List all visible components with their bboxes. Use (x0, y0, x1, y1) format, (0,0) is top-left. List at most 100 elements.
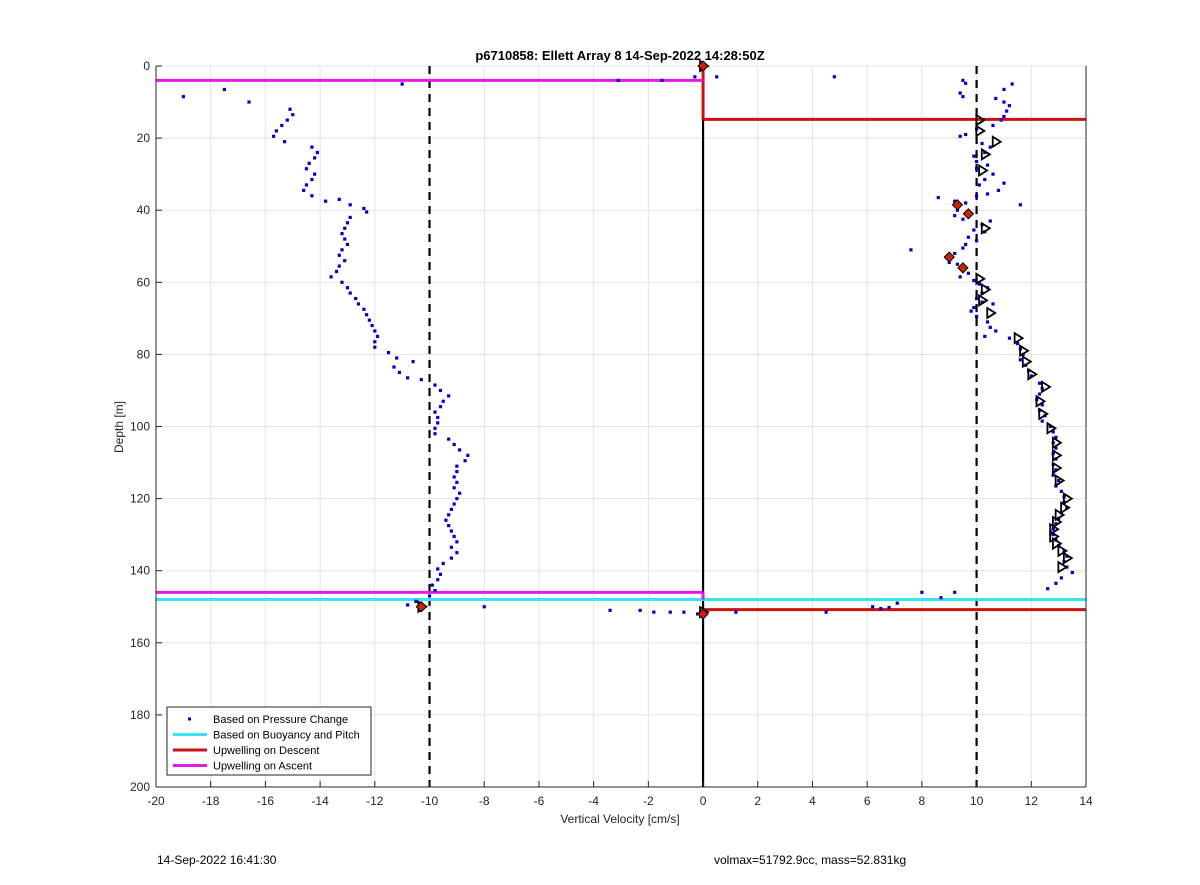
data-point (1018, 203, 1022, 207)
diamond-marker (951, 199, 964, 211)
data-point (452, 502, 456, 506)
data-point (433, 383, 437, 387)
data-point (991, 302, 995, 306)
data-point (455, 464, 459, 468)
triangle-marker (1052, 461, 1063, 475)
data-point (458, 491, 462, 495)
data-point (340, 232, 344, 236)
data-point (441, 561, 445, 566)
x-tick-label: -2 (643, 794, 654, 808)
data-point (310, 145, 314, 149)
data-point (974, 239, 979, 243)
data-point (373, 340, 377, 344)
data-point (441, 399, 445, 403)
x-tick-label: 14 (1079, 794, 1093, 808)
data-point (1059, 576, 1063, 580)
data-point (668, 610, 672, 614)
data-point (977, 183, 981, 187)
data-point (395, 356, 399, 360)
data-point (356, 302, 361, 306)
data-point (307, 161, 311, 165)
data-point (447, 437, 451, 441)
footer-timestamp: 14-Sep-2022 16:41:30 (157, 853, 277, 867)
triangle-marker (1027, 367, 1038, 381)
triangle-marker (1013, 331, 1025, 345)
data-point (438, 405, 443, 409)
data-point (1054, 435, 1058, 439)
data-point (958, 134, 962, 138)
x-tick-label: -18 (202, 794, 220, 808)
data-point (652, 610, 656, 614)
data-point (693, 75, 697, 79)
triangle-marker (1054, 473, 1066, 488)
data-point (985, 192, 990, 196)
data-point (961, 78, 965, 83)
data-point (988, 325, 992, 329)
diamond-marker (962, 208, 975, 220)
data-point (433, 588, 437, 593)
data-point (966, 271, 970, 275)
data-point (436, 421, 440, 425)
data-point (272, 134, 276, 138)
data-point (370, 323, 374, 328)
data-point (365, 313, 369, 317)
data-point (936, 195, 940, 200)
data-point (1051, 527, 1055, 531)
triangle-marker (978, 293, 989, 307)
data-point (304, 183, 309, 187)
data-point (291, 113, 295, 117)
data-point (455, 469, 459, 474)
data-point (400, 82, 404, 86)
x-tick-label: -6 (534, 794, 545, 808)
data-point (977, 282, 981, 286)
data-point (329, 275, 333, 279)
data-point (939, 596, 943, 600)
data-point (1065, 554, 1069, 558)
data-point (340, 280, 344, 284)
y-tick-label: 40 (137, 203, 151, 217)
triangle-marker (980, 282, 992, 297)
x-tick-label: -16 (257, 794, 275, 808)
legend-label: Based on Pressure Change (213, 714, 348, 726)
data-point (616, 78, 620, 83)
data-point (310, 177, 314, 182)
data-point (1002, 114, 1006, 119)
triangle-marker (1052, 448, 1063, 462)
data-point (1062, 549, 1066, 553)
x-tick-label: 2 (754, 794, 761, 808)
data-point (974, 159, 979, 164)
triangle-marker (1054, 508, 1066, 522)
data-point (463, 459, 467, 463)
data-point (964, 242, 968, 247)
data-point (953, 214, 957, 218)
triangle-marker (1038, 407, 1049, 421)
data-point (964, 132, 968, 137)
x-tick-label: 0 (700, 794, 707, 808)
x-tick-label: -8 (479, 794, 490, 808)
data-point (419, 378, 423, 382)
data-point (961, 217, 965, 221)
data-point (980, 141, 984, 146)
triangle-marker (1052, 537, 1063, 551)
triangle-marker (1062, 551, 1074, 565)
data-point (482, 605, 486, 609)
data-point (1016, 341, 1020, 346)
data-point (345, 242, 350, 247)
data-point (996, 188, 1001, 192)
data-point (354, 296, 358, 301)
data-point (444, 518, 448, 522)
data-point (302, 188, 306, 192)
data-point (433, 426, 437, 430)
data-point (1037, 381, 1042, 385)
data-point (734, 610, 738, 614)
data-point (988, 145, 992, 149)
data-point (343, 226, 347, 230)
triangle-marker (980, 147, 992, 161)
data-point (964, 81, 968, 85)
data-point (1054, 446, 1058, 450)
triangle-marker (1057, 560, 1069, 574)
data-point (953, 199, 957, 203)
triangle-marker (1049, 522, 1060, 536)
data-point (991, 123, 995, 128)
triangle-marker (986, 306, 997, 320)
